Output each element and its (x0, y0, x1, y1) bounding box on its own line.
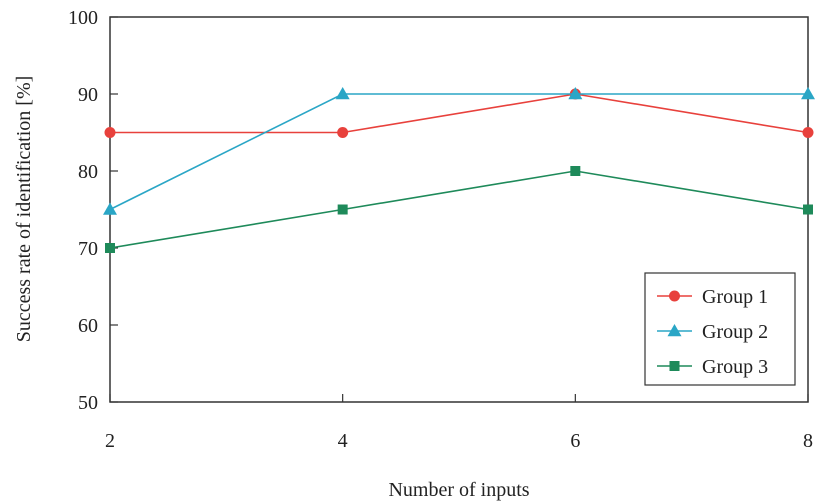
x-tick-label: 8 (803, 430, 813, 452)
x-tick-label: 6 (570, 430, 580, 452)
y-tick-label: 70 (78, 238, 98, 260)
x-axis-label: Number of inputs (388, 479, 529, 501)
legend-marker (669, 361, 680, 371)
y-tick-label: 50 (78, 392, 98, 414)
y-axis: 50 60 70 80 90 100 (68, 7, 118, 414)
data-point (337, 127, 349, 138)
legend: Group 1 Group 2 Group 3 (644, 272, 796, 386)
data-point (568, 87, 583, 100)
data-point (802, 127, 814, 138)
legend-marker (669, 290, 680, 302)
x-tick-label: 4 (338, 430, 348, 452)
data-point (803, 204, 813, 215)
series-group-3 (105, 166, 813, 253)
series-line-1 (110, 93, 809, 134)
legend-items: Group 1 Group 2 Group 3 (657, 286, 768, 378)
series-layer (103, 87, 815, 253)
data-point (104, 127, 116, 138)
x-axis: 2 4 6 8 (105, 394, 813, 452)
series-group-2 (103, 87, 815, 215)
data-point (337, 204, 348, 215)
legend-label: Group 3 (702, 356, 768, 378)
data-point (570, 166, 581, 176)
data-point (105, 243, 115, 253)
legend-box (644, 272, 796, 386)
data-point (801, 87, 815, 100)
y-axis-label: Success rate of identification [%] (13, 76, 35, 343)
x-tick-label: 2 (105, 430, 115, 452)
y-tick-label: 100 (68, 7, 98, 29)
legend-item: Group 2 (657, 321, 768, 343)
y-tick-label: 60 (78, 315, 98, 337)
series-line-2 (109, 93, 808, 211)
data-point (103, 202, 117, 215)
series-line-3 (109, 170, 809, 249)
y-tick-label: 80 (78, 161, 98, 183)
legend-item: Group 1 (657, 286, 768, 308)
data-point (335, 87, 350, 100)
legend-item: Group 3 (657, 356, 768, 378)
y-tick-label: 90 (78, 84, 98, 106)
legend-marker (667, 324, 682, 337)
legend-label: Group 1 (702, 286, 768, 308)
legend-label: Group 2 (702, 321, 768, 343)
